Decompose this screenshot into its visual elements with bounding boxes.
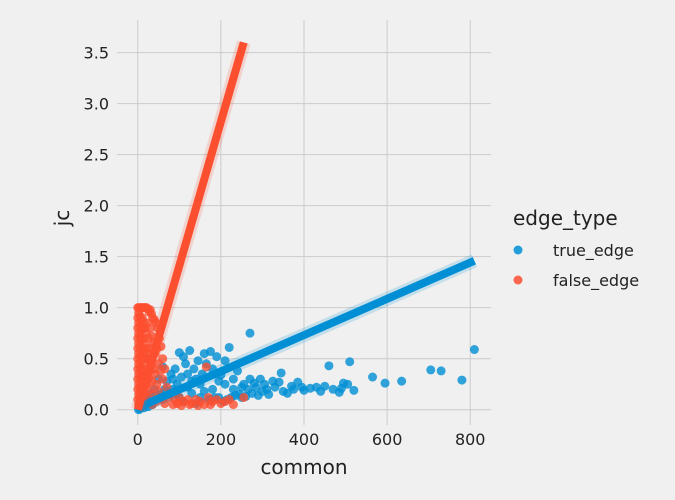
x-tick-label: 200	[206, 430, 237, 449]
point-true-edge	[349, 385, 359, 395]
point-true-edge	[212, 352, 222, 362]
point-true-edge	[268, 376, 278, 386]
point-true-edge	[287, 381, 297, 391]
y-axis-label: jc	[50, 210, 74, 228]
point-false-edge	[206, 400, 215, 410]
x-tick-label: 600	[372, 430, 403, 449]
point-false-edge	[185, 400, 195, 410]
point-true-edge	[245, 374, 255, 384]
y-tick-label: 0.0	[84, 401, 109, 420]
point-true-edge	[208, 384, 218, 394]
point-true-edge	[228, 374, 238, 384]
point-false-edge	[239, 392, 249, 402]
point-false-edge	[193, 401, 203, 411]
point-true-edge	[181, 359, 191, 369]
point-true-edge	[457, 375, 467, 385]
point-false-edge	[145, 323, 155, 333]
legend: edge_type true_edge false_edge	[513, 206, 639, 291]
point-true-edge	[368, 372, 378, 382]
point-true-edge	[185, 346, 195, 356]
y-tick-label: 3.0	[84, 95, 109, 114]
regression-line-true-edge	[136, 257, 476, 412]
point-true-edge	[324, 361, 334, 371]
y-tick-label: 1.0	[84, 299, 109, 318]
regression-line-false-edge	[133, 41, 248, 411]
point-true-edge	[328, 384, 338, 394]
x-tick-label: 0	[133, 430, 143, 449]
point-true-edge	[220, 356, 230, 366]
point-true-edge	[174, 348, 184, 358]
point-true-edge	[276, 368, 286, 378]
point-false-edge	[160, 399, 170, 409]
point-true-edge	[189, 364, 199, 374]
point-false-edge	[201, 362, 211, 372]
point-false-edge	[152, 379, 162, 389]
x-tick-label: 400	[289, 430, 320, 449]
legend-label-true-edge: true_edge	[553, 241, 634, 261]
point-true-edge	[199, 349, 209, 359]
point-false-edge	[147, 331, 157, 341]
point-true-edge	[345, 357, 355, 367]
y-tick-label: 3.5	[84, 44, 109, 63]
point-true-edge	[220, 379, 230, 389]
point-true-edge	[278, 386, 288, 396]
point-true-edge	[168, 374, 178, 384]
legend-marker-false-edge	[513, 275, 523, 285]
point-false-edge	[176, 401, 186, 411]
x-axis-ticks: 0 200 400 600 800	[133, 430, 486, 449]
point-true-edge	[469, 345, 479, 355]
point-true-edge	[426, 365, 436, 375]
y-tick-label: 0.5	[84, 350, 109, 369]
point-true-edge	[436, 366, 446, 376]
y-tick-label: 1.5	[84, 248, 109, 267]
point-false-edge	[154, 359, 164, 369]
x-axis-label: common	[260, 455, 347, 479]
point-true-edge	[224, 342, 234, 352]
point-false-edge	[162, 382, 172, 392]
y-tick-label: 2.0	[84, 197, 109, 216]
point-false-edge	[156, 366, 166, 376]
point-false-edge	[228, 400, 238, 410]
legend-title: edge_type	[513, 206, 618, 230]
point-true-edge	[380, 378, 390, 388]
x-tick-label: 800	[455, 430, 486, 449]
y-tick-label: 2.5	[84, 146, 109, 165]
point-true-edge	[237, 382, 247, 392]
point-true-edge	[228, 384, 238, 394]
legend-label-false-edge: false_edge	[553, 271, 639, 291]
point-true-edge	[176, 372, 186, 382]
point-false-edge	[158, 374, 168, 384]
regression-lines	[131, 40, 478, 415]
point-true-edge	[397, 376, 407, 386]
point-true-edge	[193, 356, 203, 366]
y-axis-ticks: 0.0 0.5 1.0 1.5 2.0 2.5 3.0 3.5	[84, 44, 109, 420]
point-true-edge	[245, 328, 255, 338]
legend-marker-true-edge	[513, 245, 523, 255]
